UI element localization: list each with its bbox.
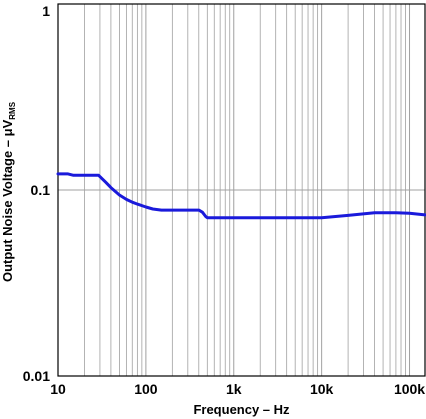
- y-tick-label: 0.1: [31, 182, 51, 198]
- x-axis-label: Frequency – Hz: [193, 402, 290, 417]
- y-axis-label-main: Output Noise Voltage – μV: [0, 119, 15, 282]
- y-tick-label: 1: [42, 3, 50, 19]
- x-tick-labels: 10 100 1k 10k 100k: [50, 381, 425, 397]
- y-axis-label: Output Noise Voltage – μVRMS: [0, 101, 17, 282]
- x-tick-label: 1k: [226, 381, 242, 397]
- plot-frame: [57, 3, 426, 377]
- y-tick-label: 0.01: [23, 368, 50, 384]
- y-tick-labels: 1 0.1 0.01: [23, 3, 50, 384]
- x-tick-label: 100k: [394, 381, 425, 397]
- x-tick-label: 10k: [310, 381, 334, 397]
- x-tick-label: 100: [134, 381, 158, 397]
- series-line-noise: [56, 172, 426, 220]
- x-tick-label: 10: [50, 381, 66, 397]
- y-axis-label-sub: RMS: [8, 101, 17, 119]
